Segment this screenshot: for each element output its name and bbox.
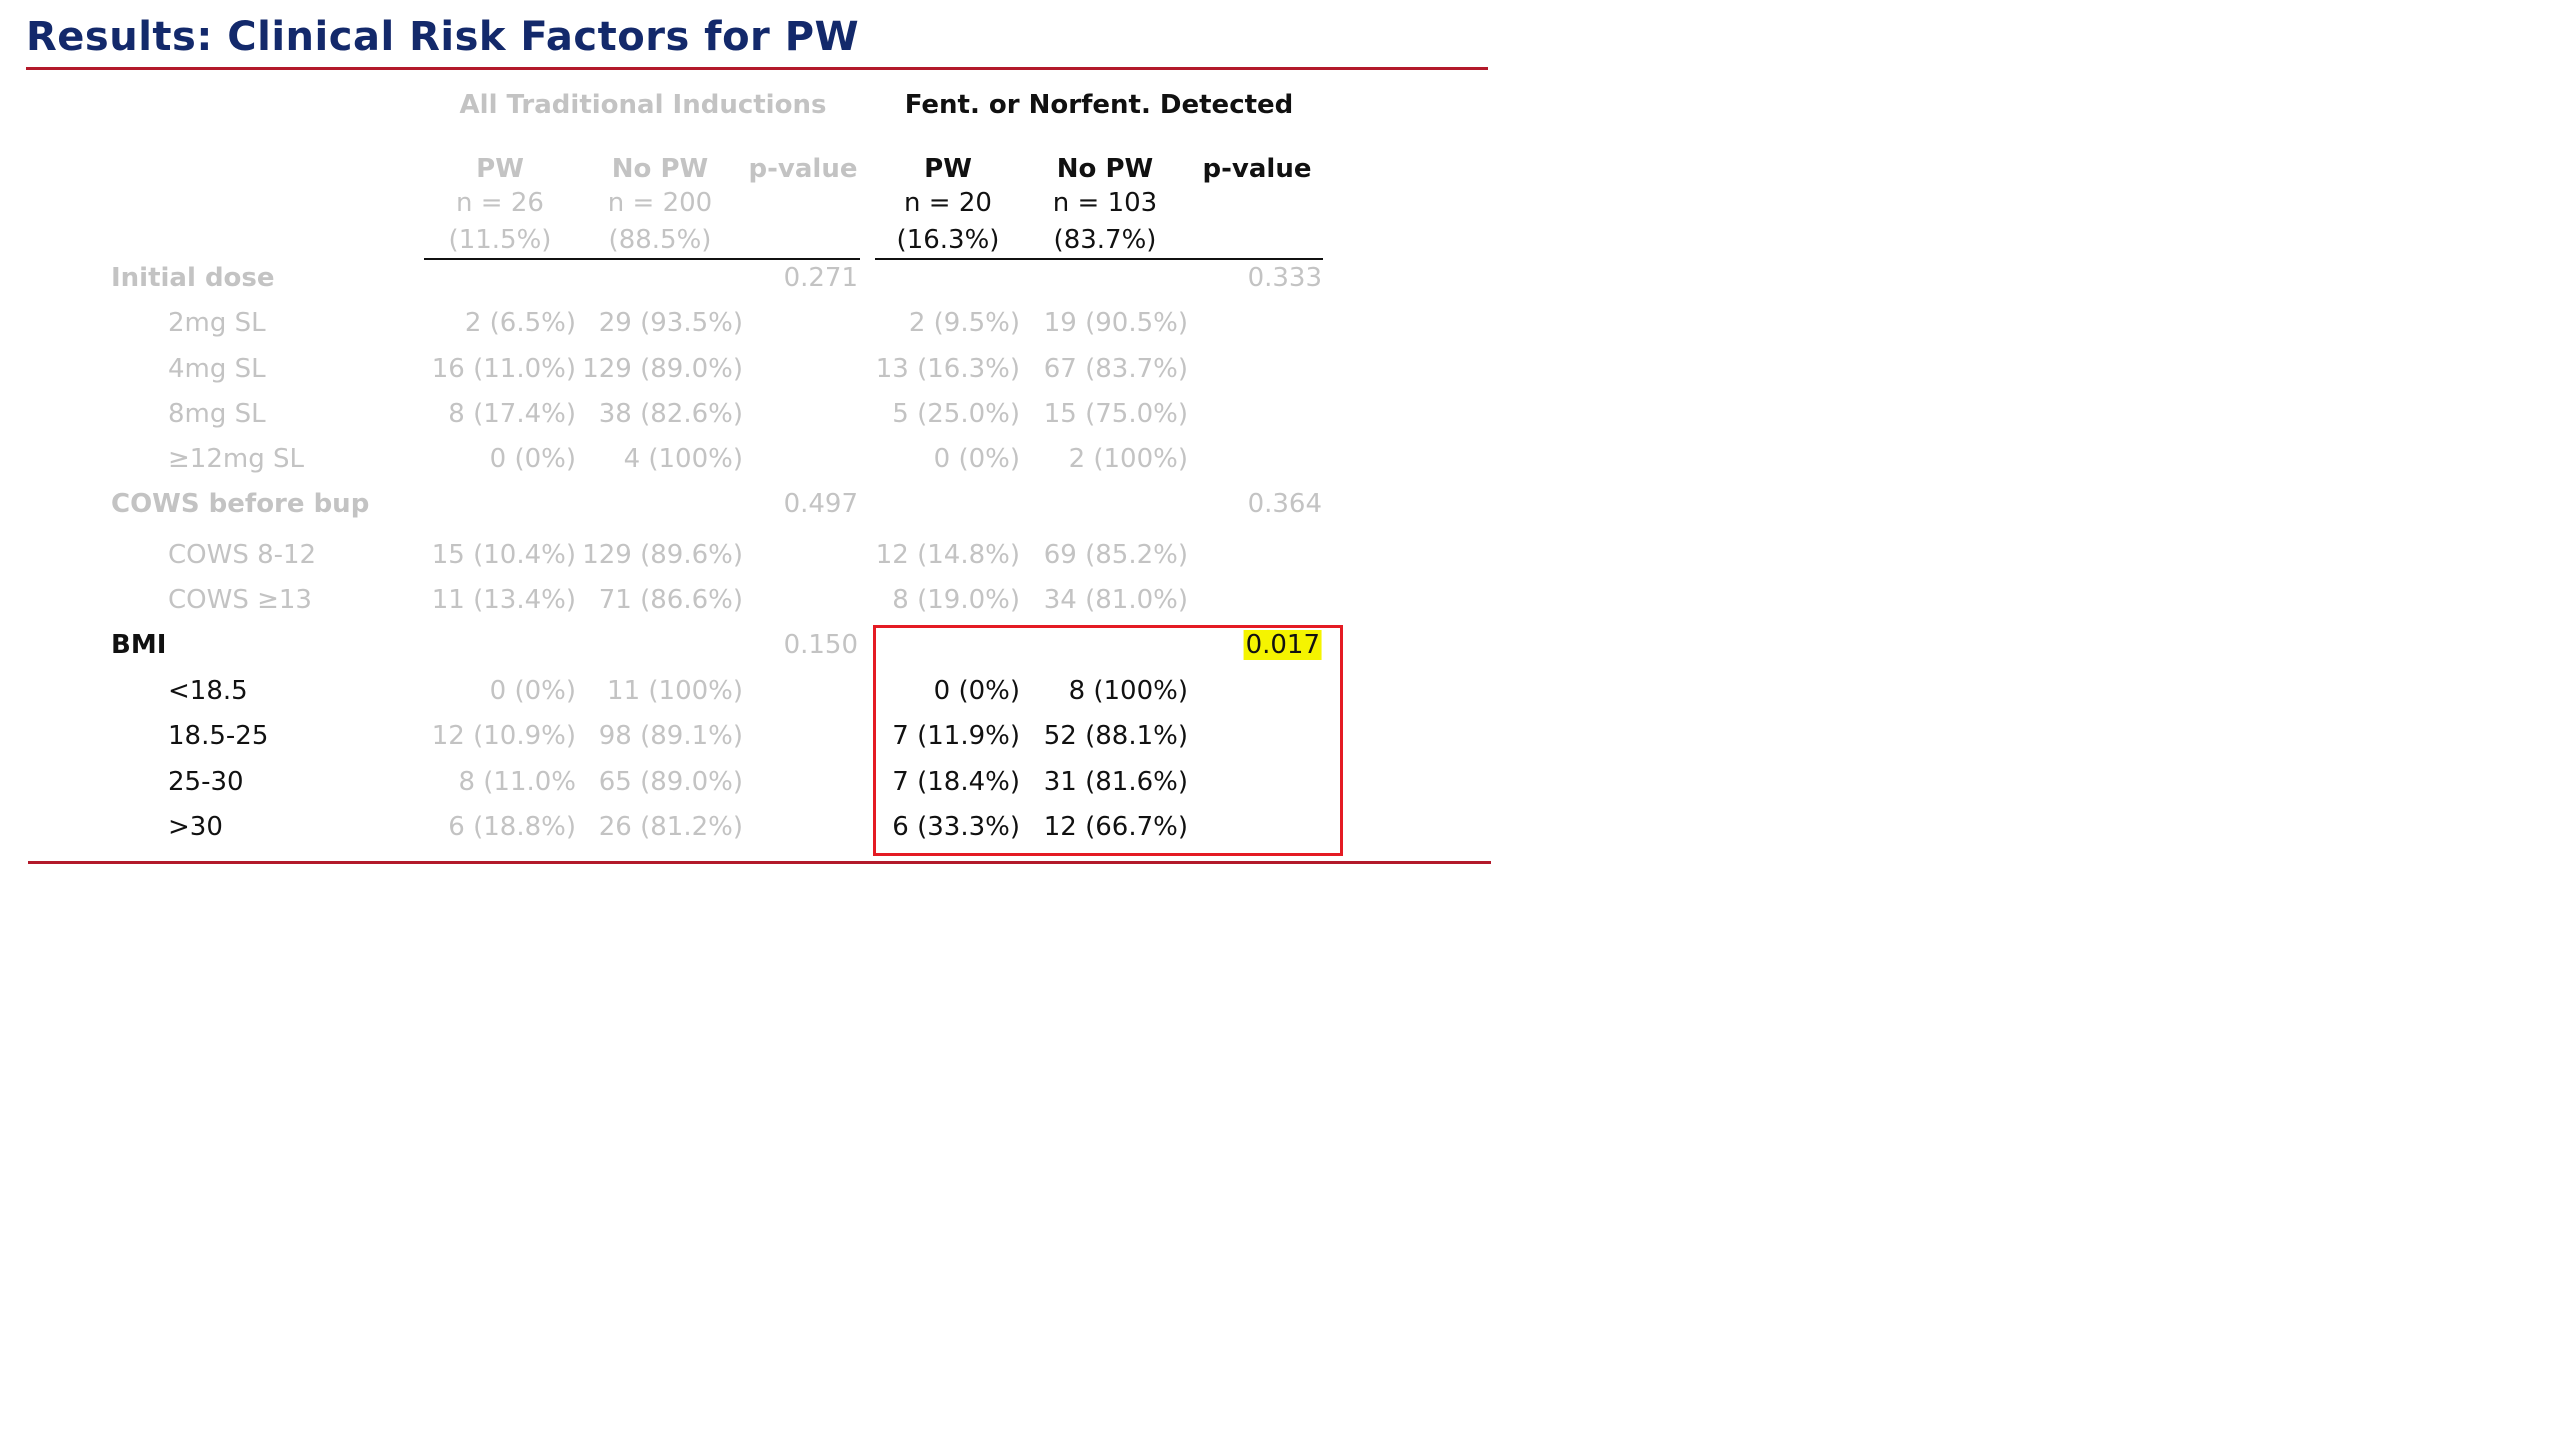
section-label-bmi: BMI: [111, 630, 167, 660]
cell-all-nopw: 129 (89.6%): [582, 540, 743, 570]
cell-fent-pw: 0 (0%): [933, 676, 1020, 706]
cell-fent-pw: 13 (16.3%): [875, 354, 1020, 384]
section-label-initial-dose: Initial dose: [111, 263, 275, 293]
cell-all-nopw: 65 (89.0%): [598, 767, 743, 797]
cell-fent-nopw: 31 (81.6%): [1043, 767, 1188, 797]
row-label: 8mg SL: [168, 399, 266, 429]
col-pct-fent-nopw: (83.7%): [1053, 225, 1157, 255]
col-n-all-nopw: n = 200: [607, 188, 713, 218]
col-pct-all-pw: (11.5%): [448, 225, 552, 255]
cell-all-pw: 15 (10.4%): [431, 540, 576, 570]
cell-fent-nopw: 52 (88.1%): [1043, 721, 1188, 751]
cell-fent-nopw: 15 (75.0%): [1043, 399, 1188, 429]
cell-fent-nopw: 34 (81.0%): [1043, 585, 1188, 615]
cell-all-pw: 6 (18.8%): [448, 812, 576, 842]
col-header-fent-pvalue: p-value: [1202, 154, 1312, 184]
pvalue-fent-bmi: 0.017: [1243, 630, 1322, 660]
col-header-all-pvalue: p-value: [748, 154, 858, 184]
col-header-fent-pw: PW: [924, 154, 972, 184]
cell-fent-nopw: 12 (66.7%): [1043, 812, 1188, 842]
cell-fent-nopw: 67 (83.7%): [1043, 354, 1188, 384]
title-underline: [26, 67, 1488, 70]
cell-all-nopw: 4 (100%): [623, 444, 743, 474]
cell-all-pw: 0 (0%): [489, 676, 576, 706]
significant-pvalue-highlight: 0.017: [1243, 630, 1322, 660]
cell-fent-pw: 2 (9.5%): [908, 308, 1020, 338]
cell-all-nopw: 71 (86.6%): [598, 585, 743, 615]
row-label: COWS 8-12: [168, 540, 317, 570]
col-n-fent-nopw: n = 103: [1052, 188, 1158, 218]
pvalue-all-cows: 0.497: [783, 489, 858, 519]
row-label: 18.5-25: [168, 721, 269, 751]
cell-fent-pw: 7 (11.9%): [892, 721, 1020, 751]
section-label-cows: COWS before bup: [111, 489, 370, 519]
cell-all-pw: 16 (11.0%): [431, 354, 576, 384]
cell-fent-pw: 7 (18.4%): [892, 767, 1020, 797]
header-underline-all: [424, 258, 860, 260]
cell-all-nopw: 29 (93.5%): [598, 308, 743, 338]
col-pct-fent-pw: (16.3%): [896, 225, 1000, 255]
cell-fent-pw: 12 (14.8%): [875, 540, 1020, 570]
col-header-all-nopw: No PW: [611, 154, 709, 184]
row-label: COWS ≥13: [168, 585, 312, 615]
cell-all-nopw: 129 (89.0%): [582, 354, 743, 384]
highlight-box: [873, 625, 1343, 856]
cell-fent-pw: 5 (25.0%): [892, 399, 1020, 429]
group-header-fent-detected: Fent. or Norfent. Detected: [904, 90, 1294, 120]
bottom-rule: [28, 861, 1491, 864]
col-pct-all-nopw: (88.5%): [608, 225, 712, 255]
cell-fent-pw: 8 (19.0%): [892, 585, 1020, 615]
cell-all-nopw: 26 (81.2%): [598, 812, 743, 842]
cell-all-pw: 0 (0%): [489, 444, 576, 474]
cell-all-pw: 8 (17.4%): [448, 399, 576, 429]
cell-fent-nopw: 8 (100%): [1068, 676, 1188, 706]
cell-all-nopw: 98 (89.1%): [598, 721, 743, 751]
pvalue-fent-initial-dose: 0.333: [1247, 263, 1322, 293]
cell-fent-pw: 6 (33.3%): [892, 812, 1020, 842]
row-label: ≥12mg SL: [168, 444, 304, 474]
slide-title: Results: Clinical Risk Factors for PW: [26, 14, 860, 60]
col-header-all-pw: PW: [476, 154, 524, 184]
cell-fent-nopw: 2 (100%): [1068, 444, 1188, 474]
cell-fent-nopw: 69 (85.2%): [1043, 540, 1188, 570]
col-header-fent-nopw: No PW: [1056, 154, 1154, 184]
row-label: 25-30: [168, 767, 244, 797]
row-label: 4mg SL: [168, 354, 266, 384]
pvalue-all-bmi: 0.150: [783, 630, 858, 660]
pvalue-all-initial-dose: 0.271: [783, 263, 858, 293]
pvalue-fent-cows: 0.364: [1247, 489, 1322, 519]
cell-all-nopw: 11 (100%): [607, 676, 743, 706]
cell-all-pw: 11 (13.4%): [431, 585, 576, 615]
cell-all-pw: 8 (11.0%: [458, 767, 576, 797]
header-underline-fent: [875, 258, 1323, 260]
cell-fent-nopw: 19 (90.5%): [1043, 308, 1188, 338]
cell-all-pw: 12 (10.9%): [431, 721, 576, 751]
col-n-all-pw: n = 26: [456, 188, 544, 218]
cell-all-pw: 2 (6.5%): [464, 308, 576, 338]
cell-fent-pw: 0 (0%): [933, 444, 1020, 474]
row-label: 2mg SL: [168, 308, 266, 338]
group-header-all-inductions: All Traditional Inductions: [459, 90, 827, 120]
col-n-fent-pw: n = 20: [904, 188, 992, 218]
row-label: >30: [168, 812, 223, 842]
cell-all-nopw: 38 (82.6%): [598, 399, 743, 429]
row-label: <18.5: [168, 676, 248, 706]
